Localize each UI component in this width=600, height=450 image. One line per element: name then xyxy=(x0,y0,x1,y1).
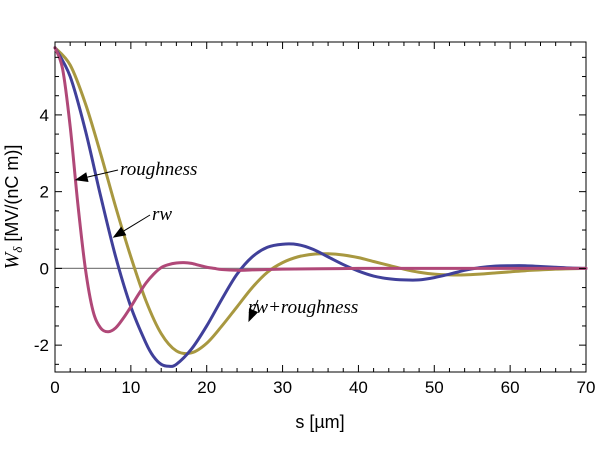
plot-frame xyxy=(54,41,587,373)
series-line-rw xyxy=(53,46,588,368)
x-tick-label: 10 xyxy=(121,378,140,397)
x-tick-label: 30 xyxy=(273,378,292,397)
annotation-roughness-arrow-head xyxy=(74,172,89,183)
x-tick-label: 70 xyxy=(577,378,596,397)
annotation-rw-arrow-shaft xyxy=(123,214,151,232)
x-tick-label: 60 xyxy=(501,378,520,397)
annotation-roughness-arrow-shaft xyxy=(87,169,119,178)
x-tick-label: 40 xyxy=(349,378,368,397)
annotation-rw-roughness-arrow-shaft xyxy=(253,299,259,311)
x-tick-label: 0 xyxy=(50,378,59,397)
y-axis-label-sub: δ xyxy=(10,246,25,253)
y-axis-label: Wδ [MV/(nC m)] xyxy=(1,145,25,270)
y-axis-label-units: [MV/(nC m)] xyxy=(2,145,22,247)
annotation-rw-roughness-arrow-head xyxy=(248,308,259,323)
y-axis-label-main: W xyxy=(1,250,23,269)
y-tick-label: 4 xyxy=(40,106,49,125)
annotation-rw-arrow-head xyxy=(112,226,127,238)
annotation-rw-roughness: rw+roughness xyxy=(248,297,358,318)
series-line-roughness xyxy=(53,46,588,334)
annotation-rw: rw xyxy=(152,204,172,225)
y-tick-label: -2 xyxy=(34,336,49,355)
annotation-roughness: roughness xyxy=(120,159,197,180)
x-tick-label: 50 xyxy=(425,378,444,397)
y-tick-label: 0 xyxy=(40,259,49,278)
x-axis-label: s [µm] xyxy=(295,412,344,432)
x-tick-label: 20 xyxy=(197,378,216,397)
y-tick-label: 2 xyxy=(40,183,49,202)
